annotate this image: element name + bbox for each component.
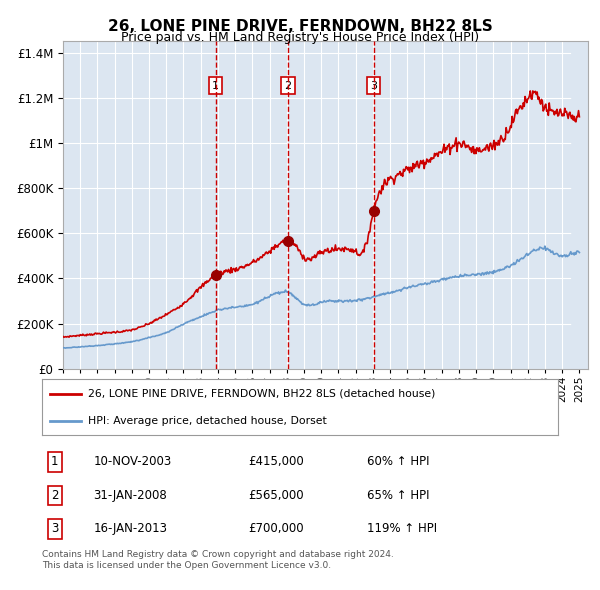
Text: 65% ↑ HPI: 65% ↑ HPI: [367, 489, 430, 502]
Text: 2: 2: [284, 80, 292, 90]
Text: £565,000: £565,000: [248, 489, 304, 502]
Text: 1: 1: [51, 455, 59, 468]
Text: 1: 1: [212, 80, 219, 90]
Text: 60% ↑ HPI: 60% ↑ HPI: [367, 455, 430, 468]
Text: 2: 2: [51, 489, 59, 502]
Text: 119% ↑ HPI: 119% ↑ HPI: [367, 523, 437, 536]
Text: £415,000: £415,000: [248, 455, 304, 468]
Text: Price paid vs. HM Land Registry's House Price Index (HPI): Price paid vs. HM Land Registry's House …: [121, 31, 479, 44]
Text: 16-JAN-2013: 16-JAN-2013: [94, 523, 167, 536]
Text: 26, LONE PINE DRIVE, FERNDOWN, BH22 8LS (detached house): 26, LONE PINE DRIVE, FERNDOWN, BH22 8LS …: [88, 388, 436, 398]
Text: 3: 3: [51, 523, 59, 536]
Bar: [571, 41, 588, 369]
Text: £700,000: £700,000: [248, 523, 304, 536]
Text: 10-NOV-2003: 10-NOV-2003: [94, 455, 172, 468]
Text: 26, LONE PINE DRIVE, FERNDOWN, BH22 8LS: 26, LONE PINE DRIVE, FERNDOWN, BH22 8LS: [107, 19, 493, 34]
Text: HPI: Average price, detached house, Dorset: HPI: Average price, detached house, Dors…: [88, 416, 327, 426]
Text: This data is licensed under the Open Government Licence v3.0.: This data is licensed under the Open Gov…: [42, 560, 331, 569]
Text: Contains HM Land Registry data © Crown copyright and database right 2024.: Contains HM Land Registry data © Crown c…: [42, 550, 394, 559]
Text: 31-JAN-2008: 31-JAN-2008: [94, 489, 167, 502]
Text: 3: 3: [370, 80, 377, 90]
